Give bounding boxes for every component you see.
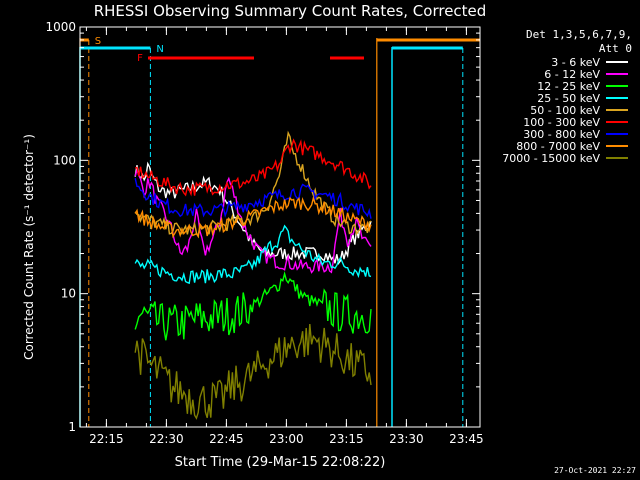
legend-swatch bbox=[606, 145, 628, 147]
legend-swatch bbox=[606, 133, 628, 135]
legend-label: 7000 - 15000 keV bbox=[502, 151, 600, 165]
legend-entry: 50 - 100 keV bbox=[488, 103, 638, 117]
series-line-3 bbox=[134, 224, 372, 285]
saa-flag-label: S bbox=[95, 36, 101, 47]
legend-entry: 3 - 6 keV bbox=[488, 55, 638, 69]
legend-label: 3 - 6 keV bbox=[551, 55, 600, 69]
legend-label: 100 - 300 keV bbox=[523, 115, 600, 129]
x-tick-label: 23:30 bbox=[389, 432, 424, 446]
legend-swatch bbox=[605, 60, 629, 64]
legend-label: 50 - 100 keV bbox=[530, 103, 600, 117]
y-tick-label: 1000 bbox=[45, 20, 76, 34]
legend-label: 25 - 50 keV bbox=[537, 91, 600, 105]
legend-swatch bbox=[606, 73, 628, 75]
legend-entry: 100 - 300 keV bbox=[488, 115, 638, 129]
legend-swatch bbox=[606, 121, 628, 123]
series-line-8 bbox=[134, 324, 372, 420]
generation-timestamp: 27-Oct-2021 22:27 bbox=[554, 466, 636, 475]
legend-swatch bbox=[606, 97, 628, 99]
series-line-2 bbox=[134, 270, 372, 341]
legend-swatch bbox=[606, 109, 628, 111]
series-line-4 bbox=[134, 130, 372, 239]
series-line-7 bbox=[134, 195, 372, 239]
x-tick-label: 22:30 bbox=[149, 432, 184, 446]
legend-swatch bbox=[606, 85, 628, 87]
flare-flag-label: F bbox=[137, 53, 143, 64]
y-tick-label: 10 bbox=[61, 287, 76, 301]
series-line-1 bbox=[134, 167, 372, 274]
series-line-5 bbox=[134, 138, 372, 197]
chart-title: RHESSI Observing Summary Count Rates, Co… bbox=[93, 2, 487, 20]
legend-entry: 6 - 12 keV bbox=[488, 67, 638, 81]
legend-label: 300 - 800 keV bbox=[523, 127, 600, 141]
legend-label: 800 - 7000 keV bbox=[516, 139, 600, 153]
legend-entry: 7000 - 15000 keV bbox=[488, 151, 638, 165]
x-tick-label: 23:45 bbox=[449, 432, 484, 446]
y-tick-label: 1 bbox=[68, 420, 76, 434]
legend-entry: 25 - 50 keV bbox=[488, 91, 638, 105]
legend-entry: 12 - 25 keV bbox=[488, 79, 638, 93]
y-axis-label: Corrected Count Rate (s⁻¹ detector⁻¹) bbox=[22, 134, 36, 360]
legend-entry: 300 - 800 keV bbox=[488, 127, 638, 141]
legend-label: 12 - 25 keV bbox=[537, 79, 600, 93]
x-axis-label: Start Time (29-Mar-15 22:08:22) bbox=[174, 455, 386, 470]
series-line-0 bbox=[134, 161, 372, 266]
x-tick-label: 22:15 bbox=[89, 432, 124, 446]
x-tick-label: 23:15 bbox=[329, 432, 364, 446]
series-line-6 bbox=[134, 178, 372, 219]
legend-swatch bbox=[606, 157, 628, 159]
night-flag-label: N bbox=[156, 44, 163, 55]
plot-frame bbox=[79, 26, 481, 428]
detector-info-line2: Att 0 bbox=[598, 42, 632, 55]
legend: 3 - 6 keV 6 - 12 keV 12 - 25 keV 25 - 50 ke… bbox=[488, 55, 638, 165]
x-tick-label: 23:00 bbox=[269, 432, 304, 446]
legend-entry: 800 - 7000 keV bbox=[488, 139, 638, 153]
detector-info: Det 1,3,5,6,7,9, Att 0 bbox=[526, 28, 632, 56]
y-tick-label: 100 bbox=[53, 153, 76, 167]
x-tick-label: 22:45 bbox=[209, 432, 244, 446]
legend-label: 6 - 12 keV bbox=[544, 67, 600, 81]
detector-info-line1: Det 1,3,5,6,7,9, bbox=[526, 28, 632, 41]
